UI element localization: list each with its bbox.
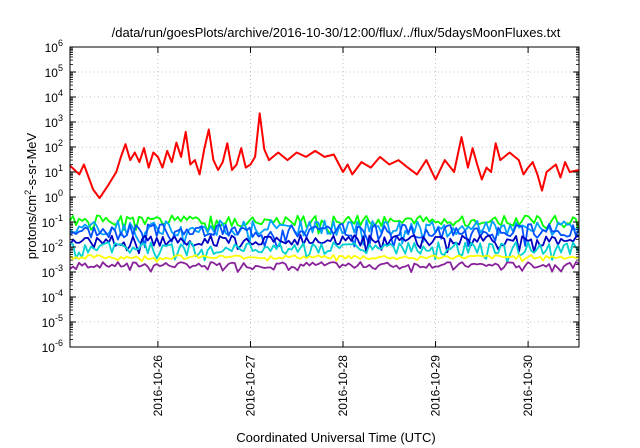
y-ticks: 106 105 104 103 102 101 100 10-1 10-2 10-3 10-4 10-… xyxy=(42,38,579,355)
y-tick-label: 102 xyxy=(45,138,63,155)
chart-title: /data/run/goesPlots/archive/2016-10-30/1… xyxy=(112,25,561,40)
x-tick-label: 2016-10-27 xyxy=(243,355,257,417)
y-axis-label-sup: 2 xyxy=(23,190,33,195)
grid xyxy=(70,47,579,347)
x-tick-label: 2016-10-30 xyxy=(521,355,535,417)
y-tick-label: 10-1 xyxy=(42,213,63,230)
series-line-5 xyxy=(69,241,580,264)
y-axis-label-rest: -s-sr-MeV xyxy=(24,132,39,189)
y-tick-label: 104 xyxy=(45,88,63,105)
series-group xyxy=(69,112,580,274)
y-tick-label: 10-3 xyxy=(42,263,63,280)
y-tick-label: 10-6 xyxy=(42,338,63,355)
y-tick-label: 10-5 xyxy=(42,313,63,330)
y-tick-label: 100 xyxy=(45,188,63,205)
y-tick-label: 10-4 xyxy=(42,288,63,305)
series-line-2 xyxy=(69,219,580,246)
x-tick-label: 2016-10-28 xyxy=(336,355,350,417)
y-axis-label: protons/cm2-s-sr-MeV xyxy=(23,132,39,259)
y-tick-label: 10-2 xyxy=(42,238,63,255)
y-axis-label-base: protons/cm xyxy=(24,195,39,259)
x-ticks: 2016-10-26 2016-10-27 2016-10-28 2016-10-29… xyxy=(151,47,535,416)
series-line-6 xyxy=(69,254,580,263)
y-tick-label: 106 xyxy=(45,38,63,55)
series-line-0 xyxy=(69,112,580,200)
x-tick-label: 2016-10-29 xyxy=(429,355,443,417)
x-tick-label: 2016-10-26 xyxy=(151,355,165,417)
y-tick-label: 101 xyxy=(45,163,63,180)
series-line-3 xyxy=(69,222,580,249)
y-tick-label: 103 xyxy=(45,113,63,130)
y-tick-label: 105 xyxy=(45,63,63,80)
series-line-4 xyxy=(69,234,580,255)
series-line-7 xyxy=(69,261,580,274)
x-axis-label: Coordinated Universal Time (UTC) xyxy=(236,430,435,445)
